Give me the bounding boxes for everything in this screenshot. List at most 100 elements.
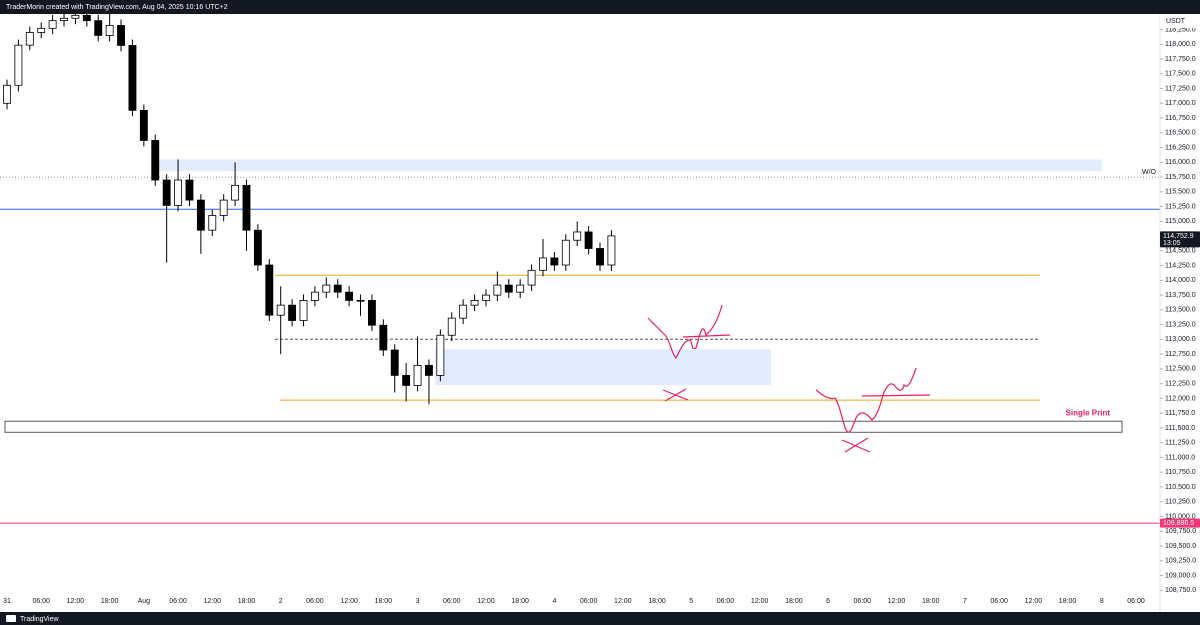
candle-body (208, 215, 217, 231)
y-tick-label: 111,750.0 (1165, 410, 1195, 417)
x-tick-label: 12:00 (204, 598, 222, 605)
y-tick-label: 116,000.0 (1165, 159, 1196, 166)
price-axis (1160, 14, 1200, 612)
y-tick-label: 109,750.0 (1165, 528, 1196, 535)
y-tick-label: 115,500.0 (1165, 189, 1196, 196)
x-tick-label: 5 (689, 598, 693, 605)
candle-body (379, 324, 388, 351)
price-label-box (1160, 518, 1200, 528)
x-tick-label: 18:00 (375, 598, 393, 605)
level-label: W/O (1142, 169, 1157, 176)
candle-body (425, 364, 433, 376)
zone (155, 159, 1102, 172)
x-tick-label: 12:00 (340, 598, 358, 605)
candle-body (25, 32, 34, 46)
candle-body (493, 284, 502, 296)
y-tick-label: 110,750.0 (1165, 469, 1196, 476)
footer-bar (0, 612, 1200, 625)
candle-body (333, 284, 342, 293)
y-tick-label: 118,000.0 (1165, 41, 1196, 48)
y-tick-label: 113,750.0 (1165, 292, 1196, 299)
y-tick-label: 110,000.0 (1165, 513, 1196, 520)
y-tick-label: 117,750.0 (1165, 56, 1196, 63)
y-tick-label: 117,500.0 (1165, 71, 1196, 78)
sketch-line (682, 334, 731, 338)
candle-body (265, 264, 274, 316)
candle-body (573, 231, 582, 241)
candle-body (470, 300, 479, 306)
y-tick-label: 116,250.0 (1165, 144, 1196, 151)
y-tick-label: 111,000.0 (1165, 454, 1195, 461)
price-label: 114,752.9 (1163, 233, 1194, 240)
candle-body (607, 235, 616, 266)
x-tick-label: 18:00 (922, 598, 940, 605)
candle-body (539, 257, 547, 271)
x-tick-label: 12:00 (614, 598, 632, 605)
candle-body (94, 20, 103, 36)
y-tick-label: 112,500.0 (1165, 366, 1196, 373)
x-tick-label: 3 (416, 598, 420, 605)
x-tick-label: 12:00 (1025, 598, 1043, 605)
candle-body (299, 300, 308, 321)
candle-body (185, 179, 194, 201)
box (4, 420, 1123, 433)
currency: USDT (1166, 18, 1186, 25)
candle-body (128, 45, 137, 111)
y-tick-label: 115,250.0 (1165, 203, 1196, 210)
header-text: TraderMorin created with TradingView.com… (6, 4, 228, 11)
candle-body (516, 284, 525, 293)
candles (3, 5, 616, 405)
candle-body (356, 300, 365, 302)
candle-body (151, 140, 160, 181)
y-tick-label: 117,250.0 (1165, 85, 1196, 92)
y-tick-label: 113,000.0 (1165, 336, 1196, 343)
x-tick-label: 06:00 (169, 598, 187, 605)
candle-body (584, 231, 593, 249)
candle-body (561, 239, 570, 266)
candle-body (71, 14, 80, 19)
x-tick-label: 06:00 (1127, 598, 1145, 605)
y-tick-label: 115,000.0 (1165, 218, 1196, 225)
sketch-cross (841, 437, 871, 453)
price-labels: 114,752.913:05 109,886.5 (1160, 231, 1200, 528)
candle-body (447, 317, 456, 336)
x-tick-label: 06:00 (717, 598, 735, 605)
x-tick-label: 18:00 (238, 598, 256, 605)
price-label-box (1160, 231, 1200, 248)
x-tick-label: 06:00 (32, 598, 50, 605)
currency-box (1160, 14, 1200, 28)
y-tick-label: 113,500.0 (1165, 307, 1196, 314)
x-tick-label: 12:00 (888, 598, 906, 605)
y-tick-label: 108,750.0 (1165, 587, 1196, 594)
sketch-line (861, 394, 931, 397)
candle-body (436, 334, 445, 376)
candle-body (402, 374, 411, 386)
footer-logo (6, 615, 16, 622)
candle-body (504, 284, 513, 293)
candle-body (390, 349, 399, 376)
candle-body (196, 199, 205, 231)
footer-text: TradingView (20, 616, 59, 623)
candle-body (596, 248, 604, 266)
candle-body (82, 14, 91, 22)
x-tick-label: 18:00 (511, 598, 529, 605)
drawings: W/O Single Print (0, 159, 1160, 524)
candle-body (48, 20, 57, 29)
candle-body (37, 27, 46, 33)
hand-drawings (647, 304, 931, 453)
candle-body (413, 364, 422, 386)
countdown: 13:05 (1163, 240, 1181, 247)
x-tick-label: 6 (826, 598, 830, 605)
candle-body (550, 257, 559, 266)
sketch-path (815, 367, 917, 433)
y-tick-label: 116,750.0 (1165, 115, 1196, 122)
candle-body (288, 304, 297, 321)
x-tick-label: 7 (963, 598, 967, 605)
price-label: 109,886.5 (1163, 520, 1194, 527)
candle-body (3, 84, 11, 104)
y-tick-label: 117,000.0 (1165, 100, 1196, 107)
y-axis: 108,750.0 109,000.0 109,250.0 109,500.0 109,… (1160, 26, 1196, 594)
y-tick-label: 112,250.0 (1165, 381, 1196, 388)
